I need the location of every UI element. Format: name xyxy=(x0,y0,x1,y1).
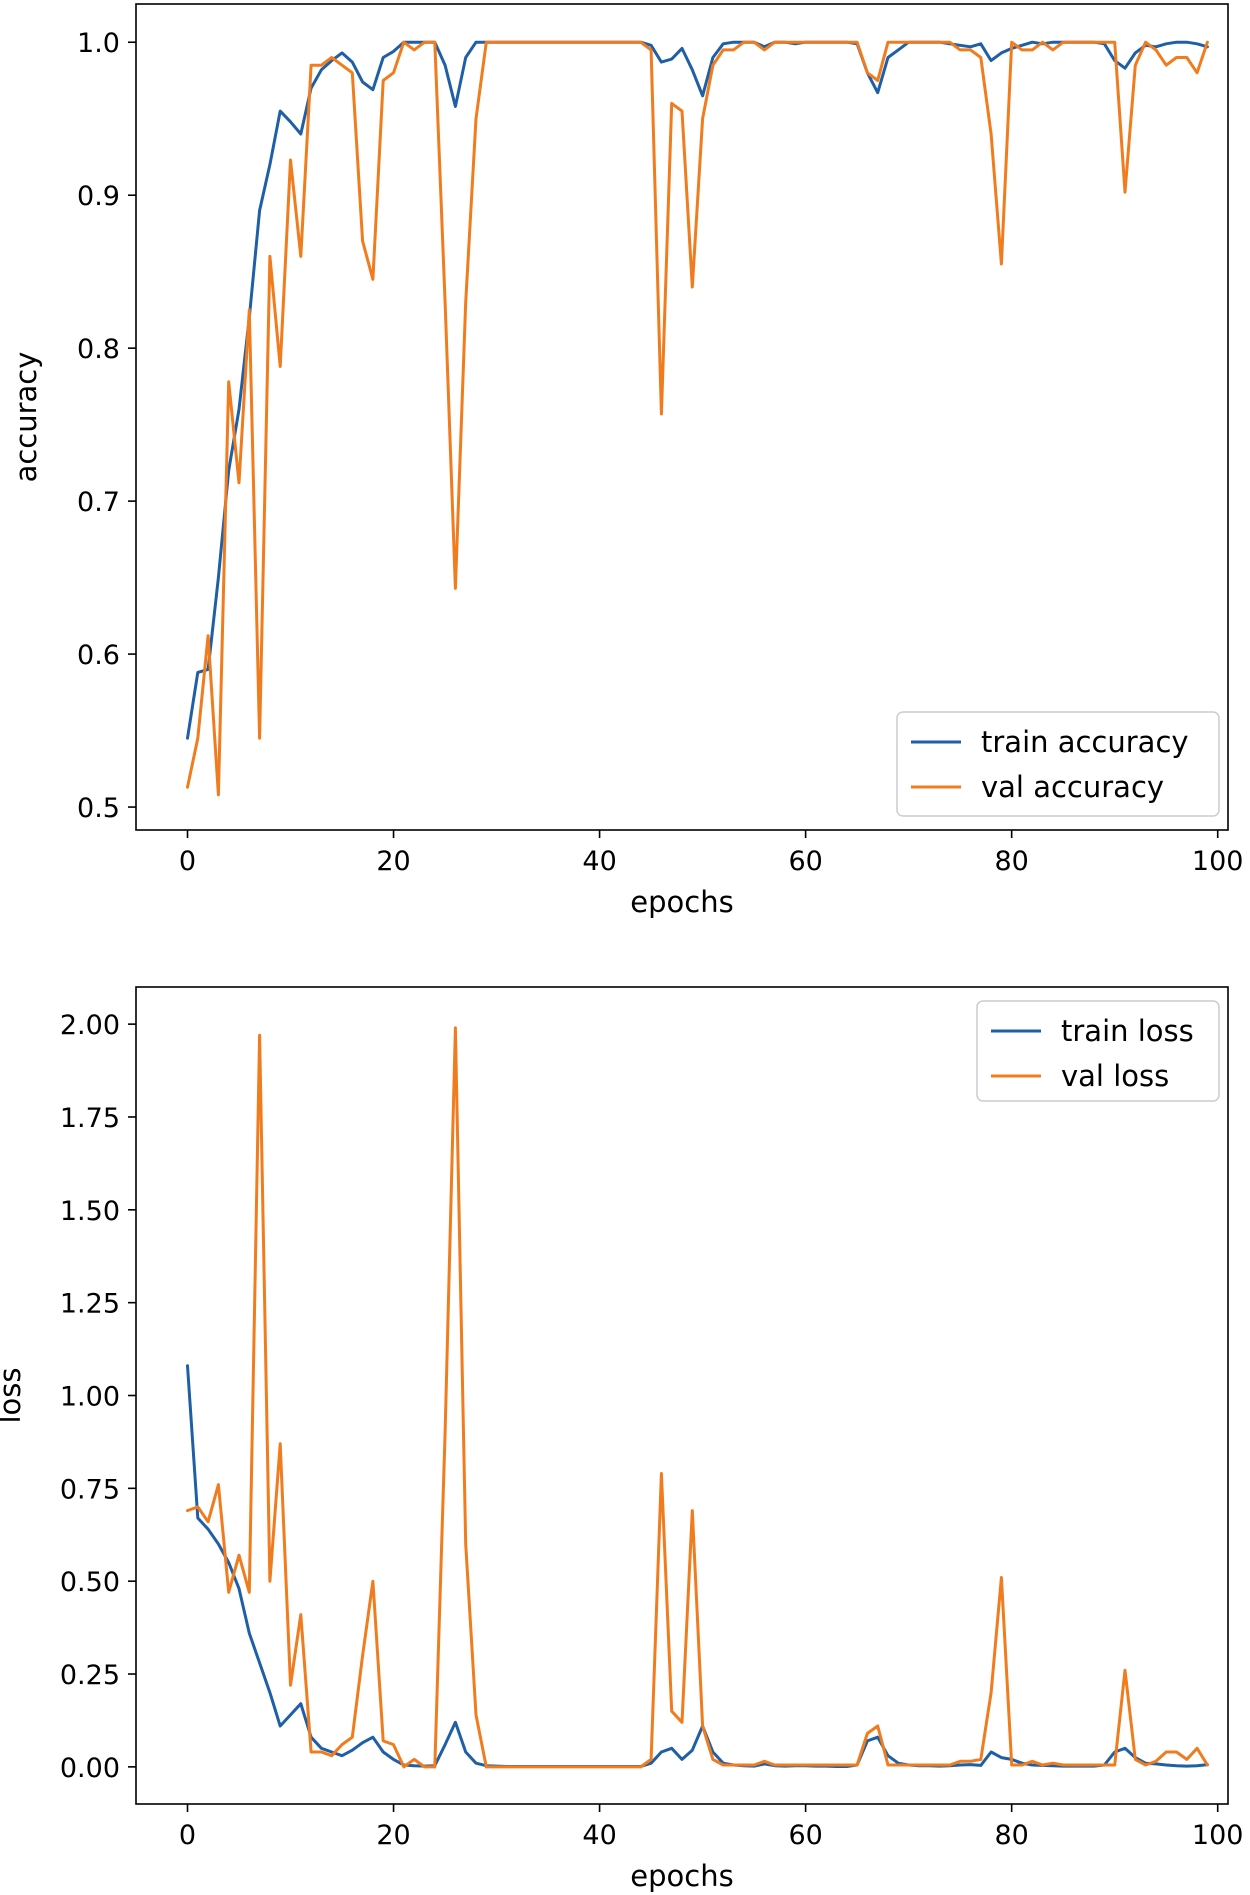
x-tick-label: 0 xyxy=(179,846,196,877)
series-line-train-accuracy xyxy=(186,40,1209,740)
y-tick-label: 0.25 xyxy=(60,1660,120,1691)
loss-chart: 0 20 40 60 80 100 0.00 0.25 0.50 0.75 1.00 1.25 1.50… xyxy=(0,986,1244,1893)
x-tick-label: 40 xyxy=(582,1820,616,1851)
legend-label: val loss xyxy=(1061,1059,1169,1093)
legend-label: train loss xyxy=(1061,1014,1194,1048)
legend: train accuracy val accuracy xyxy=(896,711,1220,817)
series-line-val-loss xyxy=(186,1026,1209,1769)
x-axis-label: epochs xyxy=(630,885,733,919)
x-tick-label: 0 xyxy=(179,1820,196,1851)
y-tick-label: 0.9 xyxy=(77,181,120,212)
y-tick-label: 0.6 xyxy=(77,640,120,671)
plot-frame xyxy=(135,3,1229,831)
y-tick-label: 0.00 xyxy=(60,1753,120,1784)
x-tick-label: 60 xyxy=(788,1820,822,1851)
x-axis-label: epochs xyxy=(630,1859,733,1893)
legend-box xyxy=(896,711,1220,817)
y-tick-label: 0.75 xyxy=(60,1474,120,1505)
y-tick-label: 2.00 xyxy=(60,1010,120,1041)
legend-label: train accuracy xyxy=(981,725,1189,759)
y-axis-label: accuracy xyxy=(9,352,43,483)
y-tick-label: 1.25 xyxy=(60,1289,120,1320)
x-tick-label: 20 xyxy=(376,1820,410,1851)
y-tick-label: 0.5 xyxy=(77,793,120,824)
series-line-train-loss xyxy=(186,1364,1209,1768)
y-tick-label: 1.00 xyxy=(60,1382,120,1413)
y-tick-label: 1.0 xyxy=(77,28,120,59)
series-line-val-accuracy xyxy=(186,40,1209,797)
x-tick-label: 80 xyxy=(994,1820,1028,1851)
legend-label: val accuracy xyxy=(981,770,1164,804)
x-tick-label: 100 xyxy=(1192,1820,1244,1851)
y-axis-label: loss xyxy=(0,1367,27,1423)
x-tick-label: 20 xyxy=(376,846,410,877)
x-tick-label: 60 xyxy=(788,846,822,877)
y-tick-label: 0.50 xyxy=(60,1567,120,1598)
accuracy-chart: 0 20 40 60 80 100 0.5 0.6 0.7 0.8 0.9 1.0 epochs accu… xyxy=(9,3,1244,919)
y-tick-label: 1.50 xyxy=(60,1196,120,1227)
x-tick-label: 80 xyxy=(994,846,1028,877)
x-tick-label: 40 xyxy=(582,846,616,877)
y-tick-label: 1.75 xyxy=(60,1103,120,1134)
legend: train loss val loss xyxy=(976,1000,1220,1102)
y-tick-label: 0.8 xyxy=(77,334,120,365)
x-tick-label: 100 xyxy=(1192,846,1244,877)
y-tick-label: 0.7 xyxy=(77,487,120,518)
